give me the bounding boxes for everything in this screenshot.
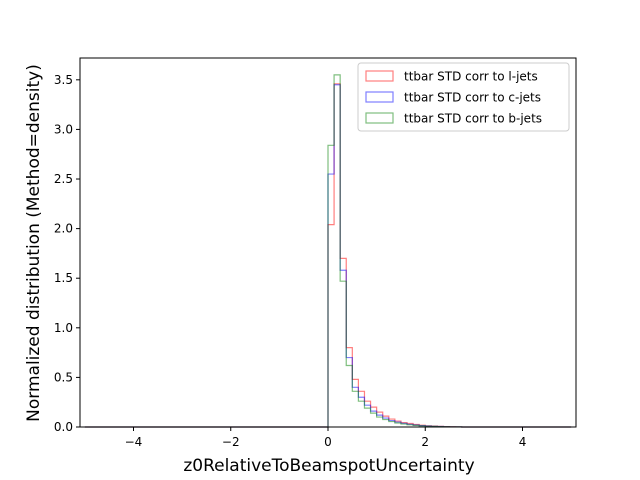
legend-box xyxy=(357,62,570,132)
y-tick-label: 0.5 xyxy=(54,370,73,384)
y-tick-label: 1.5 xyxy=(54,271,73,285)
legend: ttbar STD corr to l-jets ttbar STD corr t… xyxy=(357,62,570,132)
x-tick-label: −2 xyxy=(222,435,240,449)
y-tick-label: 1.0 xyxy=(54,321,73,335)
x-axis-label: z0RelativeToBeamspotUncertainty xyxy=(183,456,474,476)
x-tick-label: 2 xyxy=(421,435,429,449)
legend-label: ttbar STD corr to l-jets xyxy=(404,70,538,84)
legend-entries: ttbar STD corr to l-jets ttbar STD corr t… xyxy=(365,70,542,126)
y-tick-label: 3.0 xyxy=(54,122,73,136)
legend-label: ttbar STD corr to b-jets xyxy=(404,112,542,126)
y-axis-label: Normalized distribution (Method=density) xyxy=(24,64,44,422)
legend-label: ttbar STD corr to c-jets xyxy=(404,91,541,105)
legend-swatch xyxy=(365,70,394,82)
x-tick-label: 0 xyxy=(324,435,332,449)
x-axis-ticks: −4 −2 0 2 4 xyxy=(125,427,527,449)
y-tick-label: 0.0 xyxy=(54,420,73,434)
y-axis-ticks: 0.0 0.5 1.0 1.5 2.0 2.5 3.0 3.5 xyxy=(54,73,80,434)
y-tick-label: 3.5 xyxy=(54,73,73,87)
y-tick-label: 2.0 xyxy=(54,222,73,236)
x-tick-label: 4 xyxy=(519,435,527,449)
legend-swatch xyxy=(365,91,394,103)
y-tick-label: 2.5 xyxy=(54,172,73,186)
legend-swatch xyxy=(365,112,394,124)
x-tick-label: −4 xyxy=(125,435,143,449)
